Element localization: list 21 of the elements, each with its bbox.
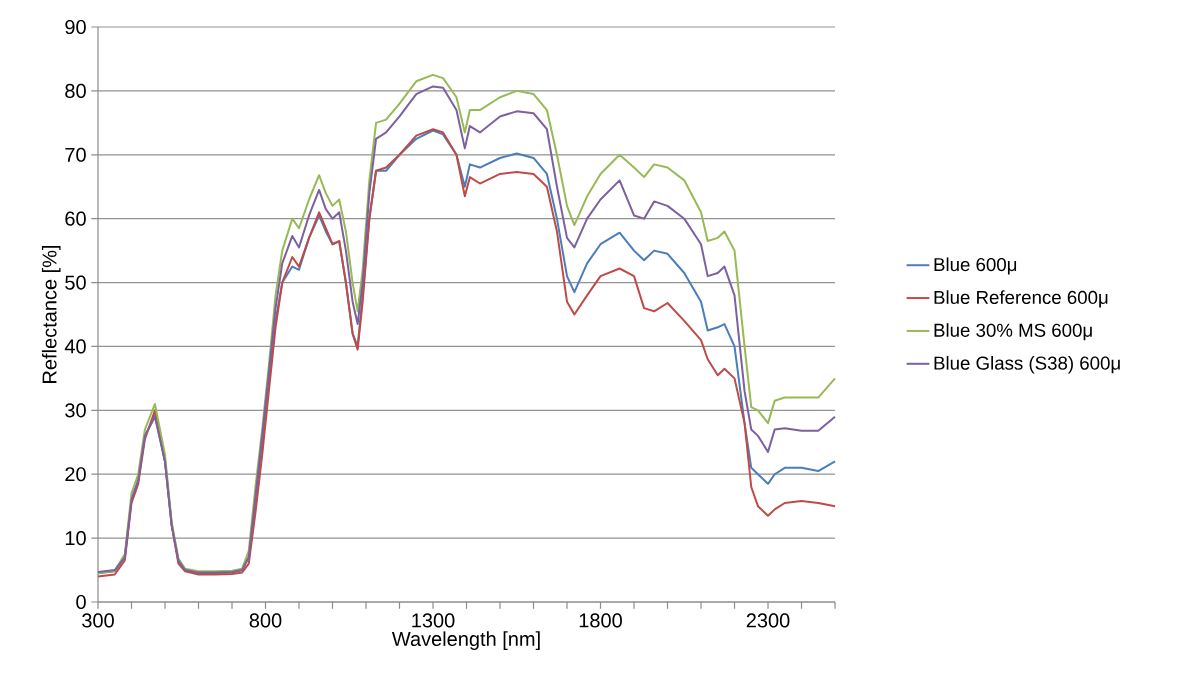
x-axis-title: Wavelength [nm]	[391, 631, 540, 650]
y-tick-label: 60	[65, 211, 86, 226]
x-tick-label: 1300	[412, 613, 455, 628]
x-tick-label: 1800	[579, 613, 622, 628]
legend-label: Blue 600μ	[934, 257, 1017, 275]
y-tick-label: 50	[65, 275, 86, 290]
y-tick-label: 30	[65, 403, 86, 418]
x-tick-label: 800	[249, 613, 282, 628]
legend-label: Blue Glass (S38) 600μ	[934, 356, 1120, 374]
legend-label: Blue Reference 600μ	[934, 290, 1108, 308]
y-tick-label: 20	[65, 467, 86, 482]
y-tick-label: 10	[65, 531, 86, 546]
y-tick-label: 40	[64, 339, 86, 354]
x-tick-label: 2300	[746, 613, 790, 628]
legend-label: Blue 30% MS 600μ	[934, 323, 1092, 341]
y-tick-label: 80	[65, 83, 86, 98]
y-tick-label: 70	[65, 147, 86, 162]
y-tick-label: 90	[65, 19, 86, 35]
y-tick-label: 0	[76, 594, 86, 610]
y-axis-title: Reflectance [%]	[41, 245, 61, 383]
x-tick-label: 300	[82, 613, 114, 628]
